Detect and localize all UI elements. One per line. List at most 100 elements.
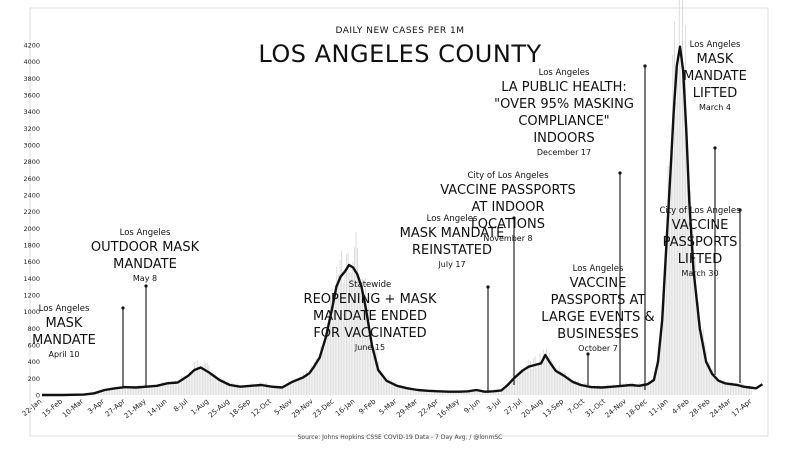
daily-bar	[654, 370, 656, 395]
daily-bar	[206, 362, 208, 395]
daily-bar	[539, 353, 541, 395]
daily-bar	[259, 381, 261, 395]
y-tick-label: 3400	[23, 108, 40, 116]
daily-bar	[163, 385, 165, 395]
daily-bar	[363, 304, 365, 395]
daily-bar	[520, 372, 522, 395]
daily-bar	[245, 387, 247, 395]
daily-bar	[709, 362, 711, 395]
daily-bar	[522, 370, 523, 395]
y-tick-label: 3200	[23, 125, 40, 133]
daily-bar	[176, 384, 178, 395]
x-tick-label: 8-Jul	[172, 397, 189, 413]
daily-bar	[104, 389, 106, 395]
daily-bar	[325, 340, 327, 395]
daily-bar	[693, 233, 695, 395]
daily-bar	[677, 68, 679, 396]
daily-bar	[381, 373, 383, 395]
daily-bar	[291, 380, 293, 395]
daily-bar	[512, 381, 514, 395]
daily-bars	[66, 0, 752, 396]
daily-bar	[277, 385, 279, 395]
daily-bar	[235, 386, 237, 395]
daily-bar	[637, 384, 639, 395]
daily-bar	[587, 383, 589, 395]
daily-bar	[717, 378, 719, 395]
daily-bar	[296, 378, 298, 395]
daily-bar	[309, 372, 311, 395]
daily-bar	[283, 386, 285, 395]
daily-bar	[405, 387, 407, 395]
daily-bar	[155, 386, 157, 395]
annotation-headline: MASK	[45, 316, 83, 331]
daily-bar	[538, 363, 539, 395]
annotation-source: Los Angeles	[426, 214, 478, 224]
x-tick-label: 31-Oct	[584, 397, 608, 419]
x-tick-label: 23-Dec	[311, 397, 335, 419]
annotation: Statewide REOPENING + MASK MANDATE ENDED FO…	[295, 280, 445, 353]
daily-bar	[222, 379, 224, 395]
daily-bar	[218, 380, 219, 395]
daily-bar	[658, 352, 659, 395]
annotation-headline: AT INDOOR	[471, 200, 545, 215]
daily-bar	[592, 387, 594, 395]
daily-bar	[130, 386, 131, 395]
daily-bar	[541, 362, 543, 395]
daily-bar	[634, 384, 635, 395]
annotation-headline: LIFTED	[692, 86, 738, 101]
daily-bar	[464, 391, 466, 395]
daily-bar	[114, 387, 115, 395]
daily-bar	[333, 297, 335, 395]
daily-bar	[622, 383, 624, 395]
annotation-leader-lines	[121, 64, 742, 393]
daily-bar	[304, 377, 306, 395]
y-tick-label: 1000	[23, 308, 40, 316]
daily-bar	[390, 379, 392, 395]
daily-bar	[472, 389, 474, 395]
daily-bar	[448, 391, 450, 395]
daily-bar	[109, 389, 111, 395]
daily-bar	[346, 254, 347, 395]
daily-bar	[688, 184, 690, 395]
daily-bar	[141, 385, 143, 395]
x-tick-label: 11-Jan	[647, 397, 669, 418]
daily-bar	[650, 382, 651, 395]
daily-bar	[413, 389, 415, 395]
daily-bar	[712, 368, 714, 395]
daily-bar	[691, 222, 693, 395]
daily-bar	[293, 380, 295, 395]
daily-bar	[318, 359, 320, 395]
daily-bar	[630, 386, 632, 395]
daily-bar	[661, 328, 663, 395]
x-tick-label: 17-Apr	[730, 397, 753, 418]
y-tick-label: 2200	[23, 208, 40, 216]
daily-bar	[397, 385, 399, 395]
daily-bar	[547, 360, 549, 395]
daily-bar	[666, 242, 667, 395]
daily-bar	[586, 383, 587, 395]
daily-bar	[419, 389, 421, 395]
daily-bar	[198, 366, 200, 395]
daily-bar	[624, 385, 626, 395]
daily-bar	[483, 391, 485, 395]
daily-bar	[226, 384, 227, 395]
x-tick-label: 12-Oct	[250, 397, 274, 419]
daily-bar	[568, 375, 570, 395]
daily-bar	[486, 391, 488, 395]
annotation-source: Statewide	[348, 280, 392, 290]
daily-bar	[178, 384, 179, 395]
annotation-headline: VACCINE	[671, 218, 729, 233]
daily-bar	[427, 389, 429, 395]
daily-bar	[123, 385, 125, 395]
daily-bar	[357, 248, 359, 395]
daily-bar	[219, 377, 221, 395]
daily-bar	[272, 384, 274, 395]
daily-bar	[606, 385, 608, 395]
daily-bar	[208, 365, 210, 395]
daily-bar	[365, 277, 367, 395]
daily-bar	[174, 380, 176, 395]
daily-bar	[315, 358, 317, 395]
y-tick-label: 1800	[23, 242, 40, 250]
daily-bar	[170, 384, 171, 395]
